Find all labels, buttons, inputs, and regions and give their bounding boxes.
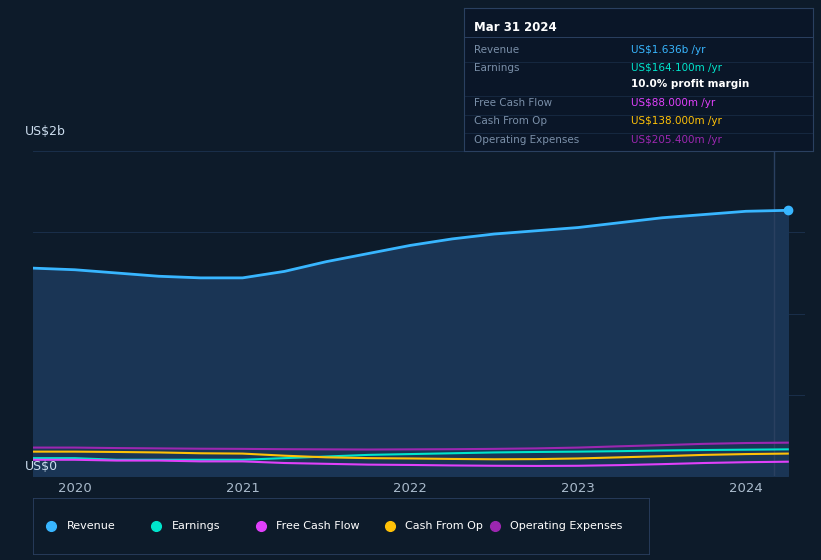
Text: Revenue: Revenue [67,521,116,531]
Text: Mar 31 2024: Mar 31 2024 [475,21,557,34]
Text: Operating Expenses: Operating Expenses [510,521,622,531]
Text: Earnings: Earnings [475,63,520,73]
Text: Cash From Op: Cash From Op [475,116,548,126]
Text: Operating Expenses: Operating Expenses [475,135,580,145]
Text: US$0: US$0 [25,460,58,473]
Text: US$164.100m /yr: US$164.100m /yr [631,63,722,73]
Text: Cash From Op: Cash From Op [406,521,484,531]
Text: 10.0% profit margin: 10.0% profit margin [631,79,750,89]
Text: US$1.636b /yr: US$1.636b /yr [631,45,706,55]
Text: US$205.400m /yr: US$205.400m /yr [631,135,722,145]
Text: Free Cash Flow: Free Cash Flow [276,521,360,531]
Text: Revenue: Revenue [475,45,520,55]
Text: Earnings: Earnings [172,521,220,531]
Text: Free Cash Flow: Free Cash Flow [475,97,553,108]
Text: US$88.000m /yr: US$88.000m /yr [631,97,716,108]
Text: US$138.000m /yr: US$138.000m /yr [631,116,722,126]
Text: US$2b: US$2b [25,125,66,138]
